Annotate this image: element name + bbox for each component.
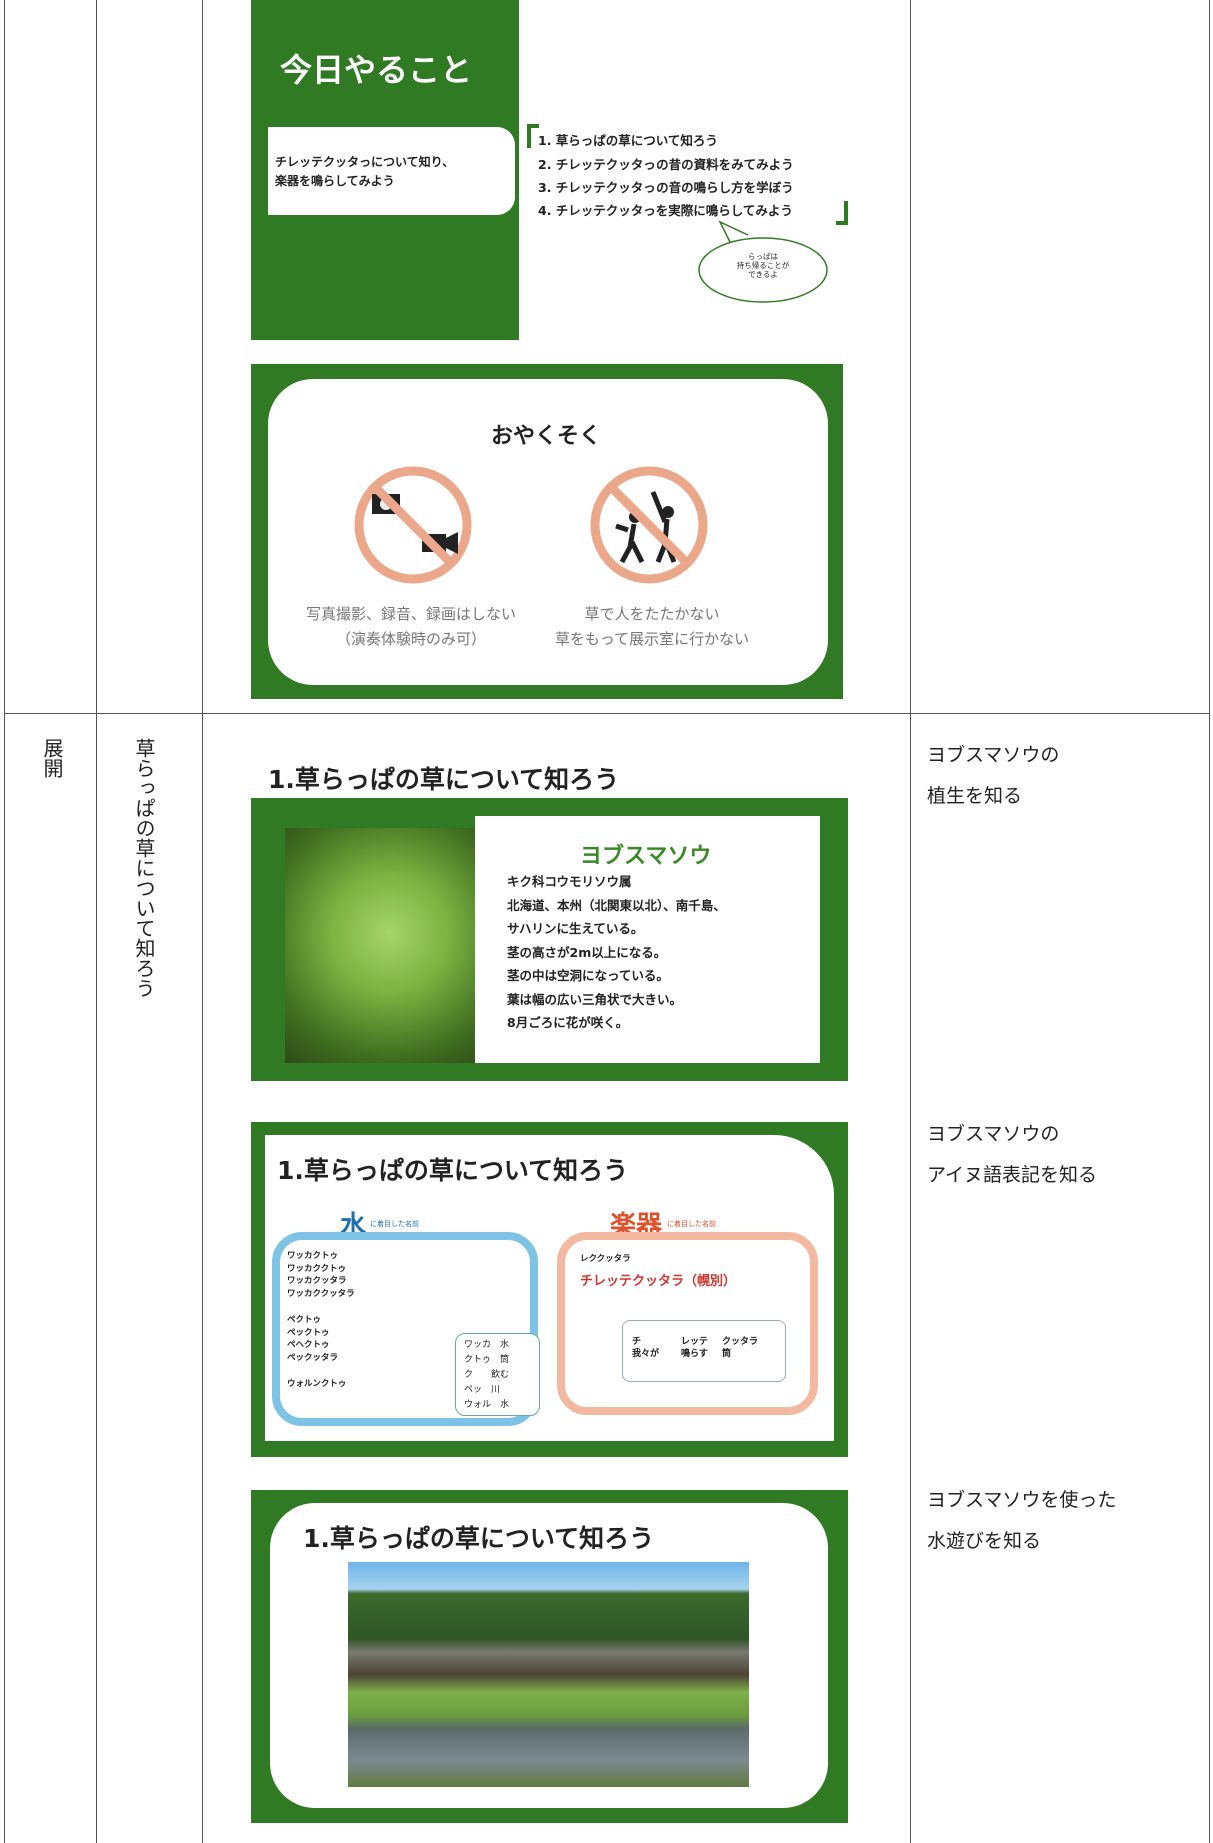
word-part: 鳴らす — [681, 1349, 708, 1359]
rule-icons — [354, 466, 708, 584]
description-line: 茎の高さが2m以上になる。 — [507, 944, 667, 960]
bubble-line: らっぱは — [748, 252, 778, 261]
name-item: レククッタラ — [580, 1254, 631, 1264]
name-item: ペックッタラ — [287, 1352, 339, 1363]
word-part: 我々が — [632, 1349, 660, 1359]
bubble-text: らっぱは 持ち帰ることが できるよ — [723, 252, 803, 279]
word-part: 筒 — [722, 1349, 732, 1359]
name-item: ワッカククッタラ — [287, 1288, 355, 1299]
goal-text: チレッテクッタっについて知り、 — [275, 155, 455, 169]
goal-box — [268, 127, 515, 215]
leaf-photo — [285, 828, 475, 1063]
topic: 草らっぱの草について知ろう — [132, 738, 156, 998]
note: ヨブスマソウの — [927, 744, 1060, 766]
note: ヨブスマソウを使った — [927, 1489, 1117, 1511]
word-item: クトゥ 筒 — [464, 1355, 510, 1365]
word-item: ペッ 川 — [464, 1385, 501, 1395]
word-part: レッテ — [681, 1337, 709, 1347]
plant-name: ヨブスマソウ — [580, 844, 712, 869]
rule-caption: 草をもって展示室に行かない — [554, 630, 750, 648]
agenda-item: 4. チレッテクッタっを実際に鳴らしてみよう — [538, 203, 793, 218]
name-item: ワッカクトゥ — [287, 1251, 339, 1261]
bubble-line: できるよ — [748, 270, 778, 279]
name-item: チレッテクッタラ（幌別） — [580, 1274, 737, 1289]
speech-bubble — [698, 220, 828, 303]
bracket — [836, 201, 848, 225]
agenda-item: 3. チレッテクッタっの音の鳴らし方を学ぼう — [538, 180, 794, 195]
group-box — [557, 1232, 818, 1415]
slide-heading: 1.草らっぱの草について知ろう — [268, 765, 620, 794]
agenda-item: 1. 草らっぱの草について知ろう — [538, 133, 718, 148]
name-item: ウォルンクトゥ — [287, 1379, 347, 1389]
description-line: サハリンに生えている。 — [507, 921, 644, 936]
bubble-line: 持ち帰ることが — [736, 261, 790, 270]
slide-title: おやくそく — [490, 424, 601, 449]
group-note: に着目した名前 — [370, 1220, 419, 1228]
note: アイヌ語表記を知る — [927, 1164, 1098, 1186]
word-item: レッテ 鳴らす — [681, 1336, 708, 1360]
word-box: ワッカ 水 クトゥ 筒 ク 飲む ペッ 川 ウォル 水 — [455, 1333, 540, 1416]
bracket — [527, 124, 539, 148]
note: 植生を知る — [927, 785, 1023, 807]
word-item: ク 飲む — [464, 1370, 510, 1380]
description-line: 葉は幅の広い三角状で大きい。 — [507, 991, 683, 1007]
word-item: クッタラ筒 — [722, 1336, 758, 1360]
table-border — [1209, 0, 1210, 1843]
name-item: ワッカククトゥ — [287, 1263, 347, 1274]
group-note: に着目した名前 — [667, 1220, 716, 1228]
goal-text: 楽器を鳴らしてみよう — [275, 174, 395, 188]
name-item: ペックトゥ — [287, 1327, 330, 1338]
word-box — [622, 1320, 786, 1382]
word-part: チ — [632, 1337, 642, 1347]
word-item: チ我々が — [632, 1336, 659, 1360]
description-line: 北海道、本州（北関東以北）、南千島、 — [507, 897, 726, 913]
table-border — [4, 713, 1210, 714]
table-border — [4, 0, 5, 1843]
name-item: ペクトゥ — [287, 1315, 322, 1325]
table-border — [202, 0, 203, 1843]
description-line: 8月ごろに花が咲く。 — [507, 1015, 629, 1030]
table-border — [96, 0, 97, 1843]
group-box — [272, 1232, 538, 1426]
agenda-item: 2. チレッテクッタっの昔の資料をみてみよう — [538, 157, 794, 172]
word-item: ワッカ 水 — [464, 1340, 510, 1350]
slide-heading: 1.草らっぱの草について知ろう — [303, 1524, 655, 1553]
slide-title: 今日やること — [280, 51, 473, 89]
note: ヨブスマソウの — [927, 1123, 1060, 1145]
pond-photo — [348, 1562, 749, 1787]
table-border — [910, 0, 911, 1843]
plant-description: キク科コウモリソウ属 北海道、本州（北関東以北）、南千島、 サハリンに生えている… — [507, 870, 726, 1035]
word-part: クッタラ — [722, 1337, 759, 1347]
slide-card — [265, 1135, 834, 1441]
word-item: ウォル 水 — [464, 1400, 510, 1410]
rule-caption: （演奏体験時のみ可） — [335, 630, 486, 648]
info-panel — [475, 816, 820, 1063]
name-list: ワッカクトゥ ワッカククトゥ ワッカクッタラ ワッカククッタラ ペクトゥ ペック… — [287, 1250, 355, 1391]
note: 水遊びを知る — [927, 1530, 1042, 1552]
slide-heading: 1.草らっぱの草について知ろう — [277, 1156, 629, 1185]
description-line: キク科コウモリソウ属 — [507, 874, 632, 889]
name-item: ワッカクッタラ — [287, 1276, 347, 1286]
name-item: ペヘクトゥ — [287, 1340, 330, 1350]
rule-caption: 写真撮影、録音、録画はしない — [305, 605, 516, 623]
description-line: 茎の中は空洞になっている。 — [507, 968, 669, 983]
phase: 展開 — [40, 738, 64, 778]
rule-caption: 草で人をたたかない — [584, 605, 720, 623]
